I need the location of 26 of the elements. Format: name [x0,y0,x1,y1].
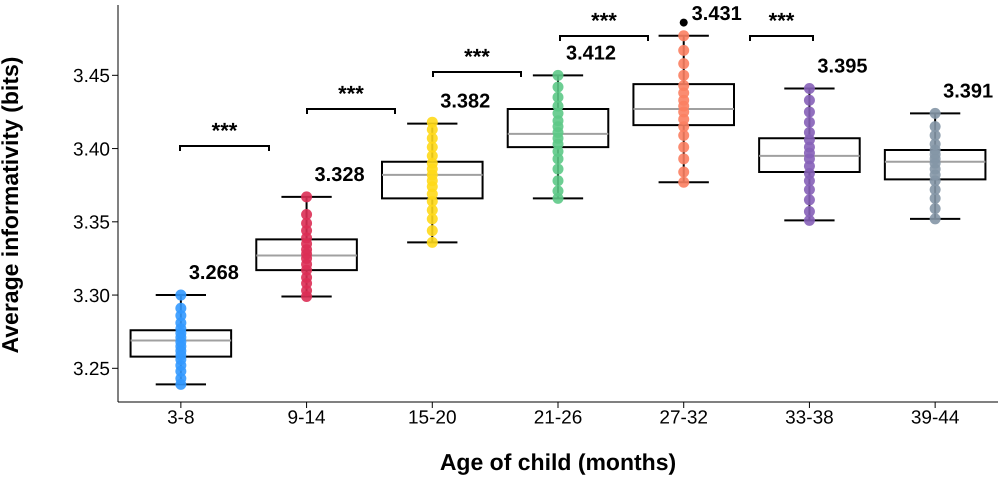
x-axis-title: Age of child (months) [440,449,676,475]
text: 3.391 [943,80,994,102]
annotation: *** [338,81,364,106]
text: 3.431 [692,2,742,25]
y-tick-label: 3.30 [73,286,110,307]
x-tick-label: 9-14 [288,407,326,428]
x-tick-label: 39-44 [910,407,960,428]
y-axis-title: Average informativity (bits) [0,56,24,354]
annotation: *** [768,8,795,33]
y-tick-label: 3.25 [73,359,110,380]
annotation: *** [591,8,618,33]
x-tick-label: 21-26 [534,407,582,428]
x-tick-label: 27-32 [659,407,708,428]
text: 3.412 [566,42,616,64]
y-tick-label: 3.45 [73,66,110,88]
annotation: *** [464,44,490,69]
y-tick-label: 3.40 [73,139,110,160]
text: 3.382 [440,90,490,113]
text: 3.268 [188,262,239,284]
text: 3.328 [314,164,365,186]
y-tick-label: 3.35 [73,212,110,234]
x-tick-label: 3-8 [167,407,195,428]
x-tick-label: 33-38 [785,407,834,428]
x-tick-label: 15-20 [408,407,457,428]
annotation: *** [212,118,238,143]
text: 3.395 [817,56,868,78]
